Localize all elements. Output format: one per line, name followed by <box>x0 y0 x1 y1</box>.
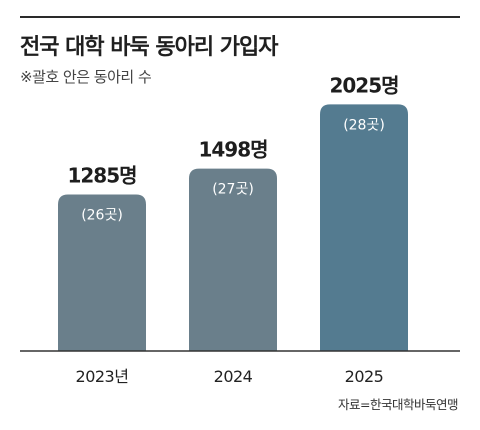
x-tick-label: 2024 <box>214 367 253 386</box>
top-rule <box>20 16 460 18</box>
value-label: 1498명 <box>198 138 267 162</box>
x-tick-label: 2023년 <box>76 367 129 386</box>
chart-title: 전국 대학 바둑 동아리 가입자 <box>20 35 279 60</box>
club-count-label: (28곳) <box>343 117 385 133</box>
chart-note: ※괄호 안은 동아리 수 <box>20 68 152 86</box>
value-label: 2025명 <box>329 73 398 97</box>
value-label: 1285명 <box>67 164 136 188</box>
club-count-label: (27곳) <box>212 182 254 198</box>
bar-2025 <box>320 104 408 352</box>
bar-2024 <box>189 168 277 351</box>
club-count-label: (26곳) <box>81 208 123 224</box>
x-tick-label: 2025 <box>345 367 384 386</box>
source-note: 자료=한국대학바둑연맹 <box>338 397 458 412</box>
bar-2023년 <box>58 194 146 351</box>
